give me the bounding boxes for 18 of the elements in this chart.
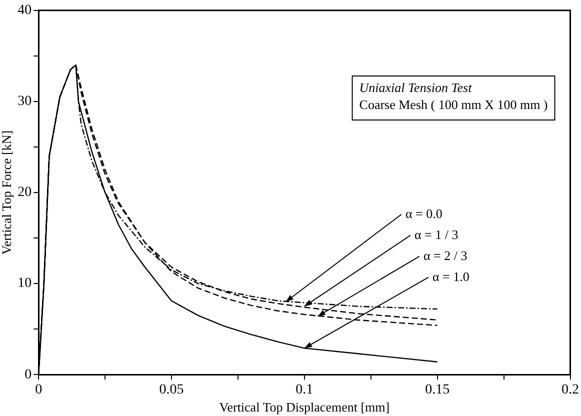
annotation: α = 1.0 xyxy=(432,268,470,284)
y-tick-label: 40 xyxy=(18,3,32,18)
y-tick-label: 10 xyxy=(18,276,32,292)
x-tick-label: 0.2 xyxy=(562,382,579,398)
annotation: Uniaxial Tension Test xyxy=(359,80,472,95)
annotation: Coarse Mesh ( 100 mm X 100 mm ) xyxy=(359,96,548,112)
x-tick-label: 0.1 xyxy=(296,382,314,398)
y-tick-label: 20 xyxy=(18,185,32,200)
y-tick-label: 30 xyxy=(18,94,32,110)
annotation: α = 2 / 3 xyxy=(423,248,468,263)
x-tick-label: 0 xyxy=(35,382,42,398)
annotation: α = 1 / 3 xyxy=(414,226,458,242)
x-tick-label: 0.05 xyxy=(159,382,184,398)
x-tick-label: 0.15 xyxy=(425,382,450,398)
y-axis-title: Vertical Top Force [kN] xyxy=(0,130,14,255)
annotation: α = 0.0 xyxy=(405,206,442,221)
x-axis-title: Vertical Top Displacement [mm] xyxy=(219,400,390,415)
y-tick-label: 0 xyxy=(24,367,32,382)
